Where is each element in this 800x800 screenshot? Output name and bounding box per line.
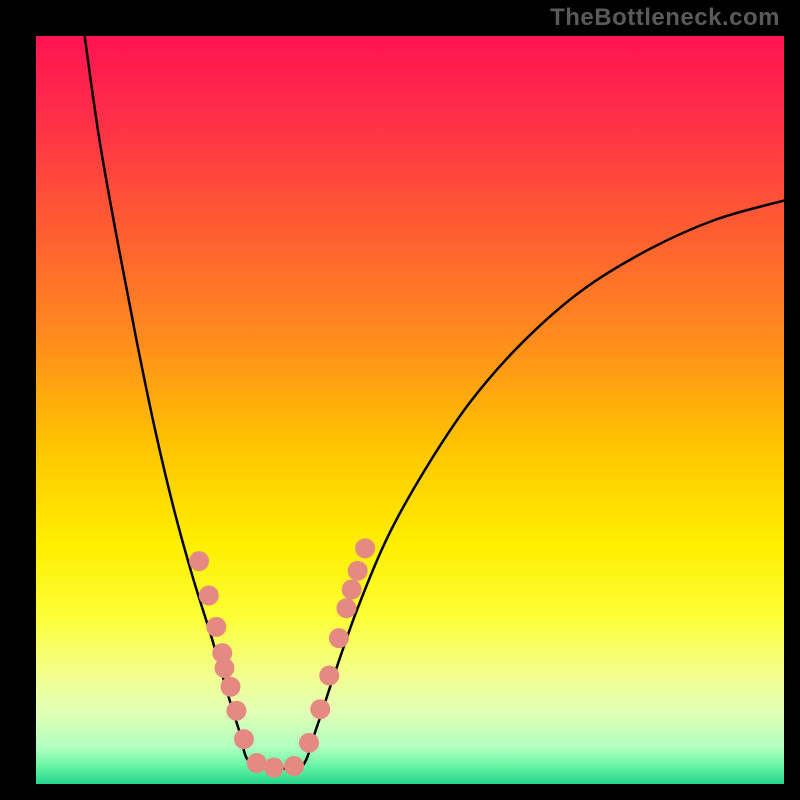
data-dot xyxy=(319,666,339,686)
data-dot xyxy=(299,733,319,753)
data-dot xyxy=(329,628,349,648)
plot-area xyxy=(36,36,784,784)
data-dot xyxy=(336,598,356,618)
data-dot xyxy=(310,699,330,719)
data-dot xyxy=(284,756,304,776)
data-dot xyxy=(206,617,226,637)
data-dot xyxy=(342,580,362,600)
data-dot xyxy=(220,677,240,697)
stage: TheBottleneck.com xyxy=(0,0,800,800)
data-dot xyxy=(264,758,284,778)
watermark-text: TheBottleneck.com xyxy=(550,4,780,32)
data-dot xyxy=(247,753,267,773)
bottleneck-curve xyxy=(85,36,784,770)
data-dot xyxy=(199,586,219,606)
data-dot xyxy=(189,551,209,571)
dot-cluster xyxy=(189,538,375,777)
data-dot xyxy=(348,561,368,581)
curve-svg xyxy=(36,36,784,784)
data-dot xyxy=(234,729,254,749)
data-dot xyxy=(226,701,246,721)
data-dot xyxy=(215,658,235,678)
data-dot xyxy=(355,538,375,558)
